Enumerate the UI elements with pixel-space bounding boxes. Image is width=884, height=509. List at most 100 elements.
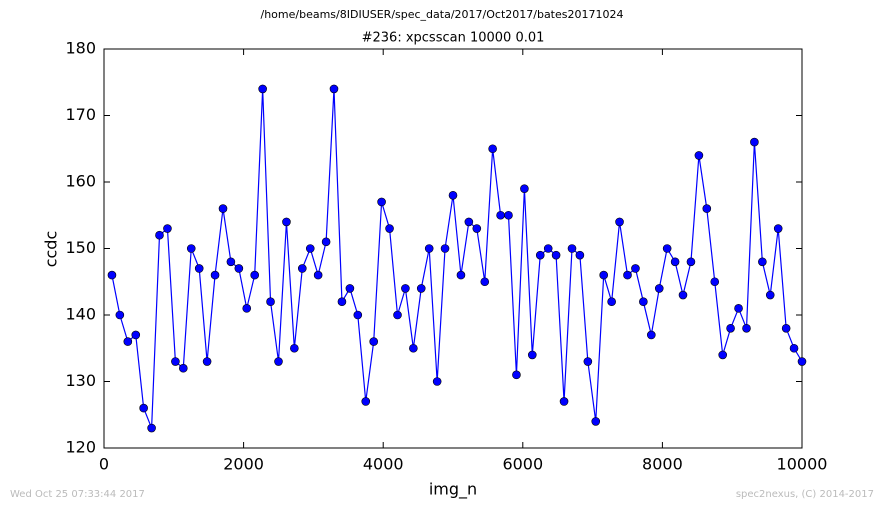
data-point	[639, 297, 648, 307]
data-point	[543, 244, 553, 253]
data-point	[472, 224, 482, 233]
data-point	[131, 330, 141, 340]
data-point	[258, 84, 267, 94]
data-point	[456, 270, 466, 280]
footer-right: spec2nexus, (C) 2014-2017	[736, 489, 874, 500]
data-point	[210, 270, 220, 280]
data-point	[321, 237, 331, 247]
data-point	[504, 210, 513, 220]
data-point	[178, 363, 188, 373]
data-point	[226, 257, 236, 267]
data-line	[111, 88, 803, 429]
data-point	[186, 244, 196, 253]
data-point	[512, 370, 521, 380]
data-point	[615, 217, 624, 227]
chart-title: #236: xpcsscan 10000 0.01	[362, 31, 545, 46]
y-tick-label: 170	[65, 105, 96, 124]
data-point	[734, 304, 743, 313]
data-point	[329, 84, 339, 94]
x-tick-label: 4000	[363, 455, 404, 474]
data-point	[567, 244, 577, 253]
data-point	[337, 297, 347, 307]
data-point	[496, 210, 505, 220]
x-tick-label: 6000	[502, 455, 543, 474]
x-tick-label: 10000	[777, 455, 828, 474]
data-point	[742, 323, 751, 333]
data-point	[202, 357, 212, 366]
data-point	[654, 284, 664, 293]
data-point	[353, 310, 363, 320]
data-point	[305, 244, 315, 253]
data-point	[520, 184, 529, 193]
y-tick-label: 180	[65, 39, 96, 58]
data-point	[242, 304, 252, 313]
data-point	[385, 224, 394, 233]
data-point	[218, 204, 228, 213]
footer-left: Wed Oct 25 07:33:44 2017	[10, 489, 145, 500]
data-point	[448, 191, 458, 200]
axes-frame	[103, 48, 803, 449]
data-point	[750, 137, 759, 147]
data-point	[139, 403, 148, 413]
x-tick-label: 0	[99, 455, 109, 474]
data-point	[694, 151, 704, 160]
data-point	[551, 250, 561, 260]
x-tick-label: 8000	[642, 455, 683, 474]
data-point	[440, 244, 450, 253]
data-point	[313, 270, 323, 280]
data-point	[480, 277, 490, 287]
data-point	[583, 357, 593, 366]
data-point	[647, 330, 656, 340]
data-point	[670, 257, 680, 267]
data-point	[662, 244, 672, 253]
data-point	[250, 270, 259, 280]
data-point	[686, 257, 696, 267]
data-point	[401, 284, 410, 293]
data-point	[623, 270, 632, 280]
data-point	[773, 224, 783, 233]
data-point	[155, 230, 164, 240]
y-tick-label: 140	[65, 305, 96, 324]
data-point	[575, 250, 585, 260]
data-point	[123, 337, 133, 346]
data-point	[163, 224, 172, 233]
y-tick-label: 130	[65, 371, 96, 390]
x-axis-label: img_n	[429, 480, 477, 500]
data-point	[559, 397, 569, 406]
data-point	[377, 197, 386, 207]
data-point	[591, 417, 601, 426]
data-point	[298, 264, 307, 273]
data-point	[290, 343, 299, 353]
data-point	[432, 377, 442, 386]
data-point	[266, 297, 275, 307]
data-point	[234, 264, 244, 273]
data-point	[464, 217, 474, 227]
data-point	[409, 343, 418, 353]
data-point	[631, 264, 640, 273]
data-point	[488, 144, 497, 154]
data-point	[710, 277, 720, 287]
data-point	[789, 343, 799, 353]
data-point	[107, 270, 117, 280]
y-tick-label: 150	[65, 238, 96, 257]
data-point	[282, 217, 291, 227]
data-point	[274, 357, 283, 366]
data-point	[147, 423, 156, 433]
data-point	[527, 350, 537, 360]
data-point	[765, 290, 775, 300]
data-point	[393, 310, 402, 320]
data-point	[702, 204, 712, 213]
data-point	[607, 297, 616, 307]
data-point	[369, 337, 379, 346]
data-point	[416, 284, 426, 293]
data-point	[171, 357, 180, 366]
y-tick-label: 120	[65, 438, 96, 457]
data-point	[535, 250, 545, 260]
y-axis-label: ccdc	[42, 231, 61, 268]
y-tick-label: 160	[65, 172, 96, 191]
x-tick-label: 2000	[223, 455, 264, 474]
data-point	[345, 284, 355, 293]
data-point	[758, 257, 767, 267]
data-point	[424, 244, 434, 253]
